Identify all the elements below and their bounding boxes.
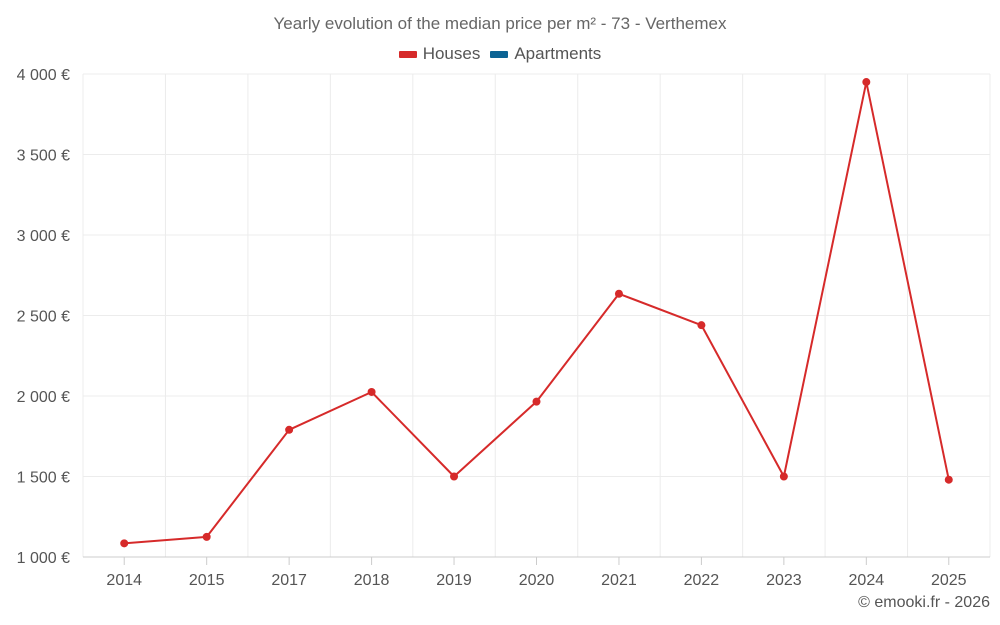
- y-tick-label: 3 500 €: [17, 148, 70, 165]
- legend-item-apartments[interactable]: Apartments: [490, 44, 601, 64]
- legend-swatch-apartments: [490, 50, 509, 58]
- data-point-houses-2024: [862, 78, 871, 87]
- x-tick-label: 2015: [189, 572, 225, 589]
- x-tick-label: 2019: [436, 572, 472, 589]
- data-point-houses-2025: [944, 475, 953, 484]
- legend-label-houses: Houses: [422, 44, 481, 63]
- legend: Houses Apartments: [0, 44, 1000, 64]
- data-point-houses-2017: [285, 425, 294, 434]
- x-tick-label: 2020: [519, 572, 555, 589]
- y-tick-label: 2 500 €: [17, 309, 70, 326]
- x-tick-label: 2018: [354, 572, 390, 589]
- chart-title: Yearly evolution of the median price per…: [273, 14, 727, 33]
- data-point-houses-2018: [367, 387, 376, 396]
- legend-item-houses[interactable]: Houses: [398, 44, 481, 64]
- data-point-houses-2023: [779, 472, 788, 481]
- y-tick-label: 2 000 €: [17, 389, 70, 406]
- x-tick-label: 2017: [271, 572, 307, 589]
- y-tick-label: 4 000 €: [17, 67, 70, 84]
- y-tick-label: 3 000 €: [17, 228, 70, 245]
- data-point-houses-2014: [120, 539, 129, 548]
- legend-label-apartments: Apartments: [514, 44, 602, 63]
- data-point-houses-2022: [697, 321, 706, 330]
- data-point-houses-2020: [532, 397, 541, 406]
- credit: © emooki.fr - 2026: [858, 594, 990, 611]
- x-tick-label: 2024: [849, 572, 885, 589]
- x-tick-label: 2014: [106, 572, 142, 589]
- axes: 1 000 € 1 500 € 2 000 € 2 500 € 3 000 € 3 500…: [17, 67, 990, 589]
- data-point-houses-2021: [614, 289, 623, 298]
- data-point-houses-2019: [450, 472, 459, 481]
- x-tick-label: 2021: [601, 572, 637, 589]
- x-tick-label: 2023: [766, 572, 802, 589]
- legend-swatch-houses: [398, 50, 417, 58]
- data-point-houses-2015: [202, 532, 211, 541]
- x-tick-label: 2025: [931, 572, 967, 589]
- x-tick-label: 2022: [684, 572, 720, 589]
- y-tick-label: 1 500 €: [17, 470, 70, 487]
- y-tick-label: 1 000 €: [17, 550, 70, 567]
- series-houses: [120, 78, 953, 548]
- grid: [82, 73, 991, 558]
